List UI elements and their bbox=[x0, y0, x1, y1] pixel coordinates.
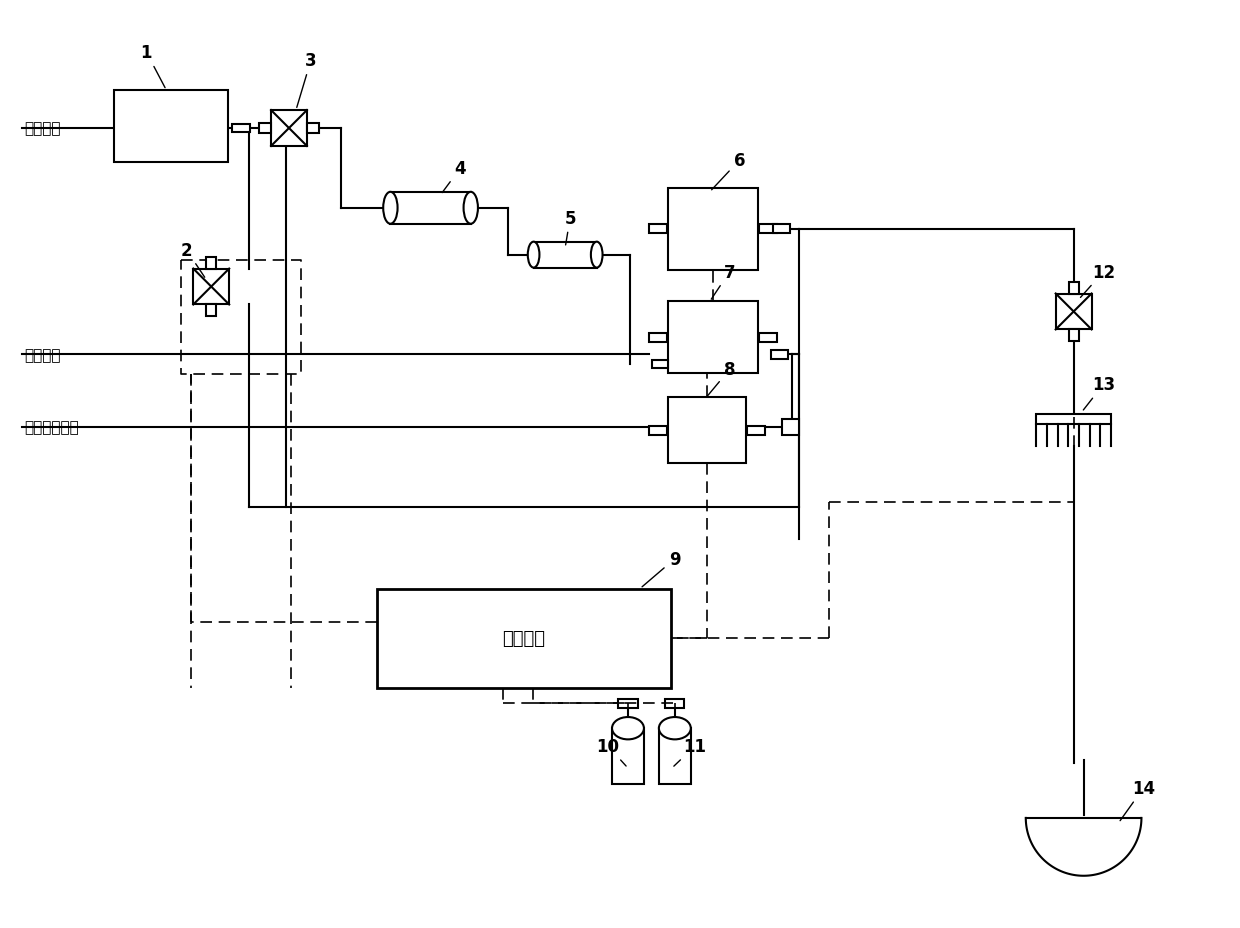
Text: 8: 8 bbox=[707, 361, 735, 397]
Bar bbox=[658, 728, 691, 784]
Text: 空气气源: 空气气源 bbox=[24, 122, 61, 136]
Bar bbox=[649, 225, 667, 234]
Text: 12: 12 bbox=[1080, 264, 1115, 298]
Bar bbox=[619, 700, 637, 708]
Ellipse shape bbox=[383, 193, 398, 225]
Text: 7: 7 bbox=[712, 264, 735, 300]
Text: 11: 11 bbox=[673, 738, 707, 767]
Text: 13: 13 bbox=[1084, 376, 1115, 410]
Text: 3: 3 bbox=[296, 52, 316, 109]
Bar bbox=[649, 426, 667, 435]
Text: 6: 6 bbox=[712, 152, 745, 190]
Bar bbox=[206, 305, 216, 317]
Text: 1: 1 bbox=[140, 45, 165, 88]
Ellipse shape bbox=[658, 717, 691, 740]
Text: 4: 4 bbox=[443, 160, 466, 193]
Bar bbox=[1037, 415, 1111, 425]
Bar bbox=[206, 257, 216, 269]
Text: 2: 2 bbox=[181, 241, 205, 278]
Bar bbox=[759, 225, 776, 234]
Bar bbox=[1069, 330, 1079, 342]
Bar bbox=[668, 398, 745, 463]
Bar bbox=[770, 351, 789, 359]
Text: 14: 14 bbox=[1120, 780, 1154, 820]
Ellipse shape bbox=[613, 717, 644, 740]
Bar bbox=[613, 728, 644, 784]
Ellipse shape bbox=[464, 193, 477, 225]
Bar bbox=[308, 123, 319, 134]
Bar bbox=[259, 123, 272, 134]
Bar bbox=[377, 589, 671, 689]
Bar bbox=[668, 303, 758, 374]
Bar bbox=[1069, 282, 1079, 294]
Bar bbox=[114, 91, 228, 162]
Bar bbox=[666, 700, 684, 708]
Bar bbox=[649, 333, 667, 342]
Bar bbox=[781, 419, 800, 435]
Bar bbox=[193, 269, 229, 305]
Bar bbox=[759, 333, 776, 342]
Bar bbox=[746, 426, 765, 435]
Text: 采集控制: 采集控制 bbox=[502, 630, 544, 648]
Bar bbox=[652, 361, 668, 369]
Text: 10: 10 bbox=[596, 738, 626, 767]
Ellipse shape bbox=[591, 242, 603, 268]
Bar bbox=[668, 188, 758, 270]
Bar bbox=[1055, 294, 1091, 330]
Text: 5: 5 bbox=[564, 210, 575, 246]
Text: 9: 9 bbox=[642, 550, 681, 587]
Bar bbox=[272, 111, 308, 147]
Text: 氮气气源: 氮气气源 bbox=[24, 347, 61, 363]
Text: 二氧化碳气源: 二氧化碳气源 bbox=[24, 420, 78, 435]
Bar bbox=[773, 225, 790, 234]
Bar bbox=[232, 124, 250, 134]
Ellipse shape bbox=[528, 242, 539, 268]
